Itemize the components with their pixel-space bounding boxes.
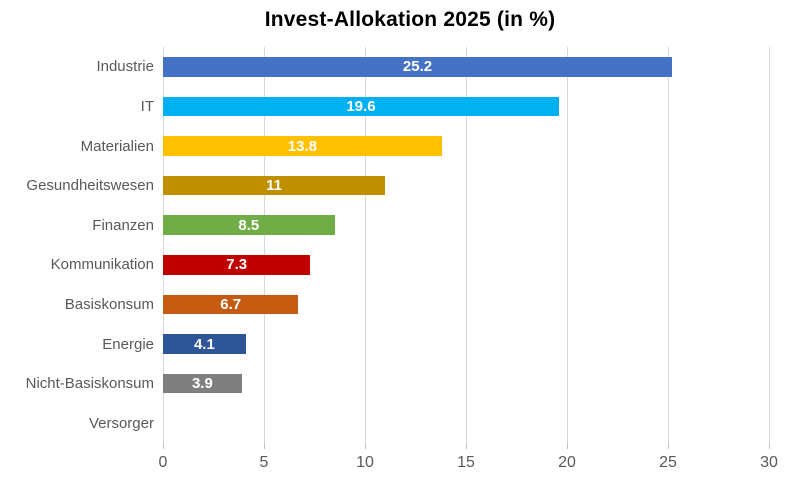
category-label: Basiskonsum: [64, 295, 154, 313]
bar-gesundheitswesen: 11: [163, 175, 386, 196]
x-axis-tick-label: 10: [356, 454, 374, 471]
bar-value-label: 13.8: [287, 137, 317, 155]
x-axis-tick-label: 5: [259, 454, 269, 471]
bar-basiskonsum: 6.7: [163, 294, 299, 315]
bar-value-label: 25.2: [402, 58, 433, 76]
gridline: [769, 47, 770, 443]
bar-nicht-basiskonsum: 3.9: [163, 373, 242, 394]
bar-value-label: 19.6: [346, 97, 376, 115]
x-axis-tick: [365, 443, 366, 449]
x-axis-tick: [466, 443, 467, 449]
bar-finanzen: 8.5: [163, 215, 335, 235]
bar-materialien: 13.8: [163, 136, 442, 156]
gridline: [567, 47, 568, 443]
x-axis-tick: [668, 443, 669, 449]
bar-value-label: 11: [266, 177, 283, 195]
category-label: IT: [140, 97, 154, 115]
x-axis-tick-label: 30: [760, 454, 778, 471]
gridline: [365, 47, 366, 443]
gridline: [163, 47, 164, 443]
x-axis-tick: [769, 443, 770, 449]
bar-value-label: 7.3: [226, 256, 248, 274]
bar-value-label: 3.9: [191, 375, 213, 393]
category-label: Energie: [102, 335, 154, 353]
x-axis-tick-label: 25: [659, 454, 677, 471]
bar-kommunikation: 7.3: [163, 255, 311, 275]
gridline: [264, 47, 265, 443]
chart-title: Invest-Allokation 2025 (in %): [264, 8, 556, 31]
category-label: Materialien: [80, 137, 154, 155]
x-axis-tick: [264, 443, 265, 449]
bar-energie: 4.1: [163, 334, 246, 354]
bar-value-label: 4.1: [193, 335, 215, 353]
x-axis-tick: [163, 443, 164, 449]
category-label: Kommunikation: [50, 256, 154, 274]
category-label: Industrie: [96, 58, 154, 76]
gridline: [466, 47, 467, 443]
x-axis-tick-label: 15: [457, 454, 475, 471]
category-label: Versorger: [88, 414, 154, 432]
gridline: [668, 47, 669, 443]
bar-value-label: 8.5: [238, 216, 260, 234]
bar-industrie: 25.2: [163, 57, 673, 77]
x-axis-tick: [567, 443, 568, 449]
category-label: Finanzen: [92, 216, 154, 234]
x-axis-tick-label: 0: [158, 454, 168, 471]
category-label: Gesundheitswesen: [26, 177, 154, 195]
category-label: Nicht-Basiskonsum: [25, 375, 154, 393]
bar-value-label: 6.7: [220, 295, 242, 313]
x-axis-tick-label: 20: [558, 454, 576, 471]
bar-it: 19.6: [163, 96, 559, 117]
